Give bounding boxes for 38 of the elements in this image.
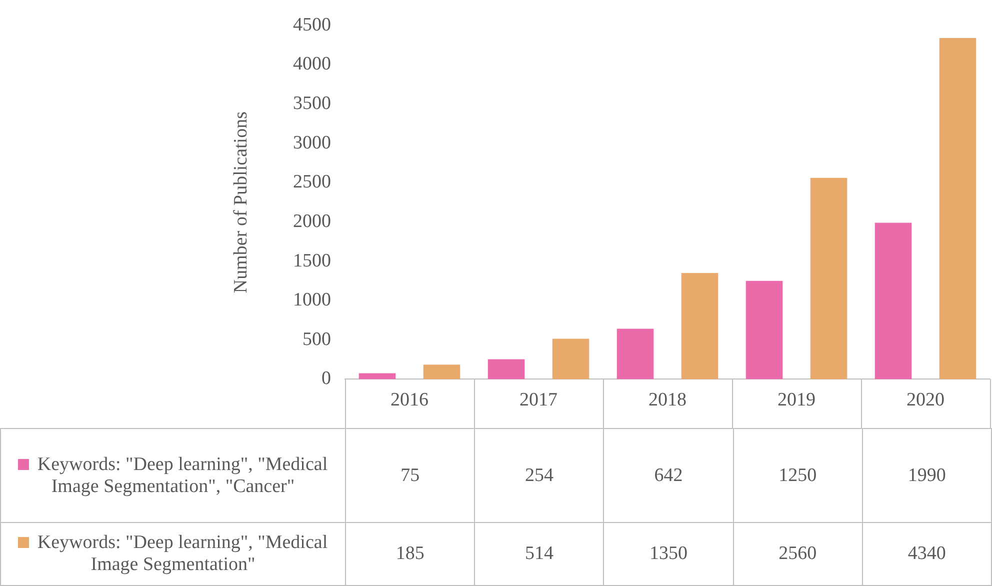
y-tick-label: 2000 (293, 210, 331, 232)
y-tick-label: 4000 (293, 54, 331, 75)
x-tick-label: 2017 (520, 390, 558, 411)
y-axis-title: Number of Publications (230, 112, 252, 294)
bar (358, 373, 396, 380)
data-label: 185 (346, 522, 475, 586)
y-tick-label: 4500 (293, 14, 331, 36)
y-tick-label: 0 (322, 368, 331, 390)
data-label: 1250 (733, 428, 862, 522)
bar (488, 359, 525, 380)
data-label: 75 (346, 428, 475, 522)
x-tick-label: 2016 (390, 390, 428, 411)
x-tick-label: 2018 (648, 390, 686, 411)
data-label: 642 (604, 428, 734, 522)
y-tick-label: 1000 (293, 290, 331, 311)
x-tick-label: 2019 (778, 390, 816, 411)
bar (681, 273, 718, 380)
data-label: 514 (474, 522, 604, 586)
data-label: 2560 (733, 522, 862, 586)
data-label: 1350 (604, 522, 734, 586)
legend-label: Keywords: "Deep learning", "Medical Image Segmentation" (0, 522, 346, 586)
y-tick-label: 1500 (293, 250, 331, 272)
bar (939, 38, 976, 380)
y-tick-label: 2500 (293, 172, 331, 193)
bar (746, 280, 783, 380)
legend-label: Keywords: "Deep learning", "Medical Image Segmentation", "Cancer" (0, 428, 346, 522)
data-label: 4340 (862, 522, 992, 586)
bar (423, 364, 460, 380)
y-tick-label: 3000 (293, 132, 331, 154)
bar (616, 328, 654, 380)
y-tick-label: 3500 (293, 93, 331, 114)
bar (874, 222, 912, 380)
data-label: 1990 (862, 428, 992, 522)
x-tick-label: 2020 (906, 390, 944, 411)
y-tick-label: 500 (302, 328, 331, 350)
bar (552, 338, 590, 380)
data-label: 254 (474, 428, 604, 522)
bar (810, 178, 848, 380)
